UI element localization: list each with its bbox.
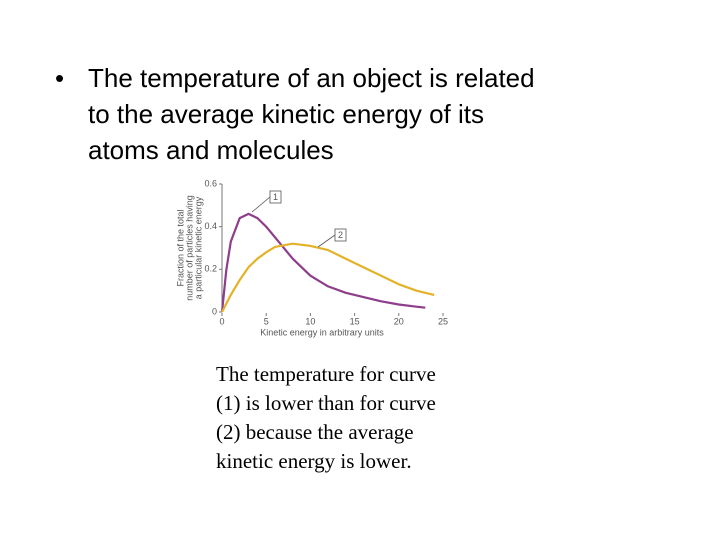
caption: The temperature for curve (1) is lower t… [216,360,436,476]
bullet-line: to the average kinetic energy of its [88,99,485,129]
legend-label: 1 [273,192,278,202]
x-tick-label: 10 [305,316,315,326]
caption-line: kinetic energy is lower. [216,449,412,473]
bullet-line: The temperature of an object is related [88,63,535,93]
y-tick-label: 0.6 [204,178,217,188]
bullet-marker: • [55,63,65,93]
x-tick-label: 0 [219,316,224,326]
y-tick-label: 0 [212,306,217,316]
y-axis-label: Fraction of the total [175,209,185,286]
x-tick-label: 5 [264,316,269,326]
y-axis-label: number of particles having [184,195,194,301]
caption-line: The temperature for curve [216,362,436,386]
caption-line: (2) because the average [216,420,414,444]
callout-box [334,228,347,242]
x-tick-label: 20 [394,316,404,326]
y-tick-label: 0.4 [204,221,217,231]
callout-leader [317,234,336,248]
callout-leader [251,196,271,213]
bullet-text: The temperature of an object is related … [88,60,535,168]
data-line [221,242,435,313]
data-line [220,212,426,313]
x-tick-label: 15 [350,316,360,326]
x-tick-label: 25 [438,316,448,326]
caption-line: (1) is lower than for curve [216,391,436,415]
y-axis-label: a particular kinetic energy [193,196,203,299]
x-axis-label: Kinetic energy in arbitrary units [260,327,384,337]
callout-box [269,190,282,204]
bullet-line: atoms and molecules [88,135,334,165]
y-tick-label: 0.2 [204,264,217,274]
legend-label: 2 [338,230,343,240]
